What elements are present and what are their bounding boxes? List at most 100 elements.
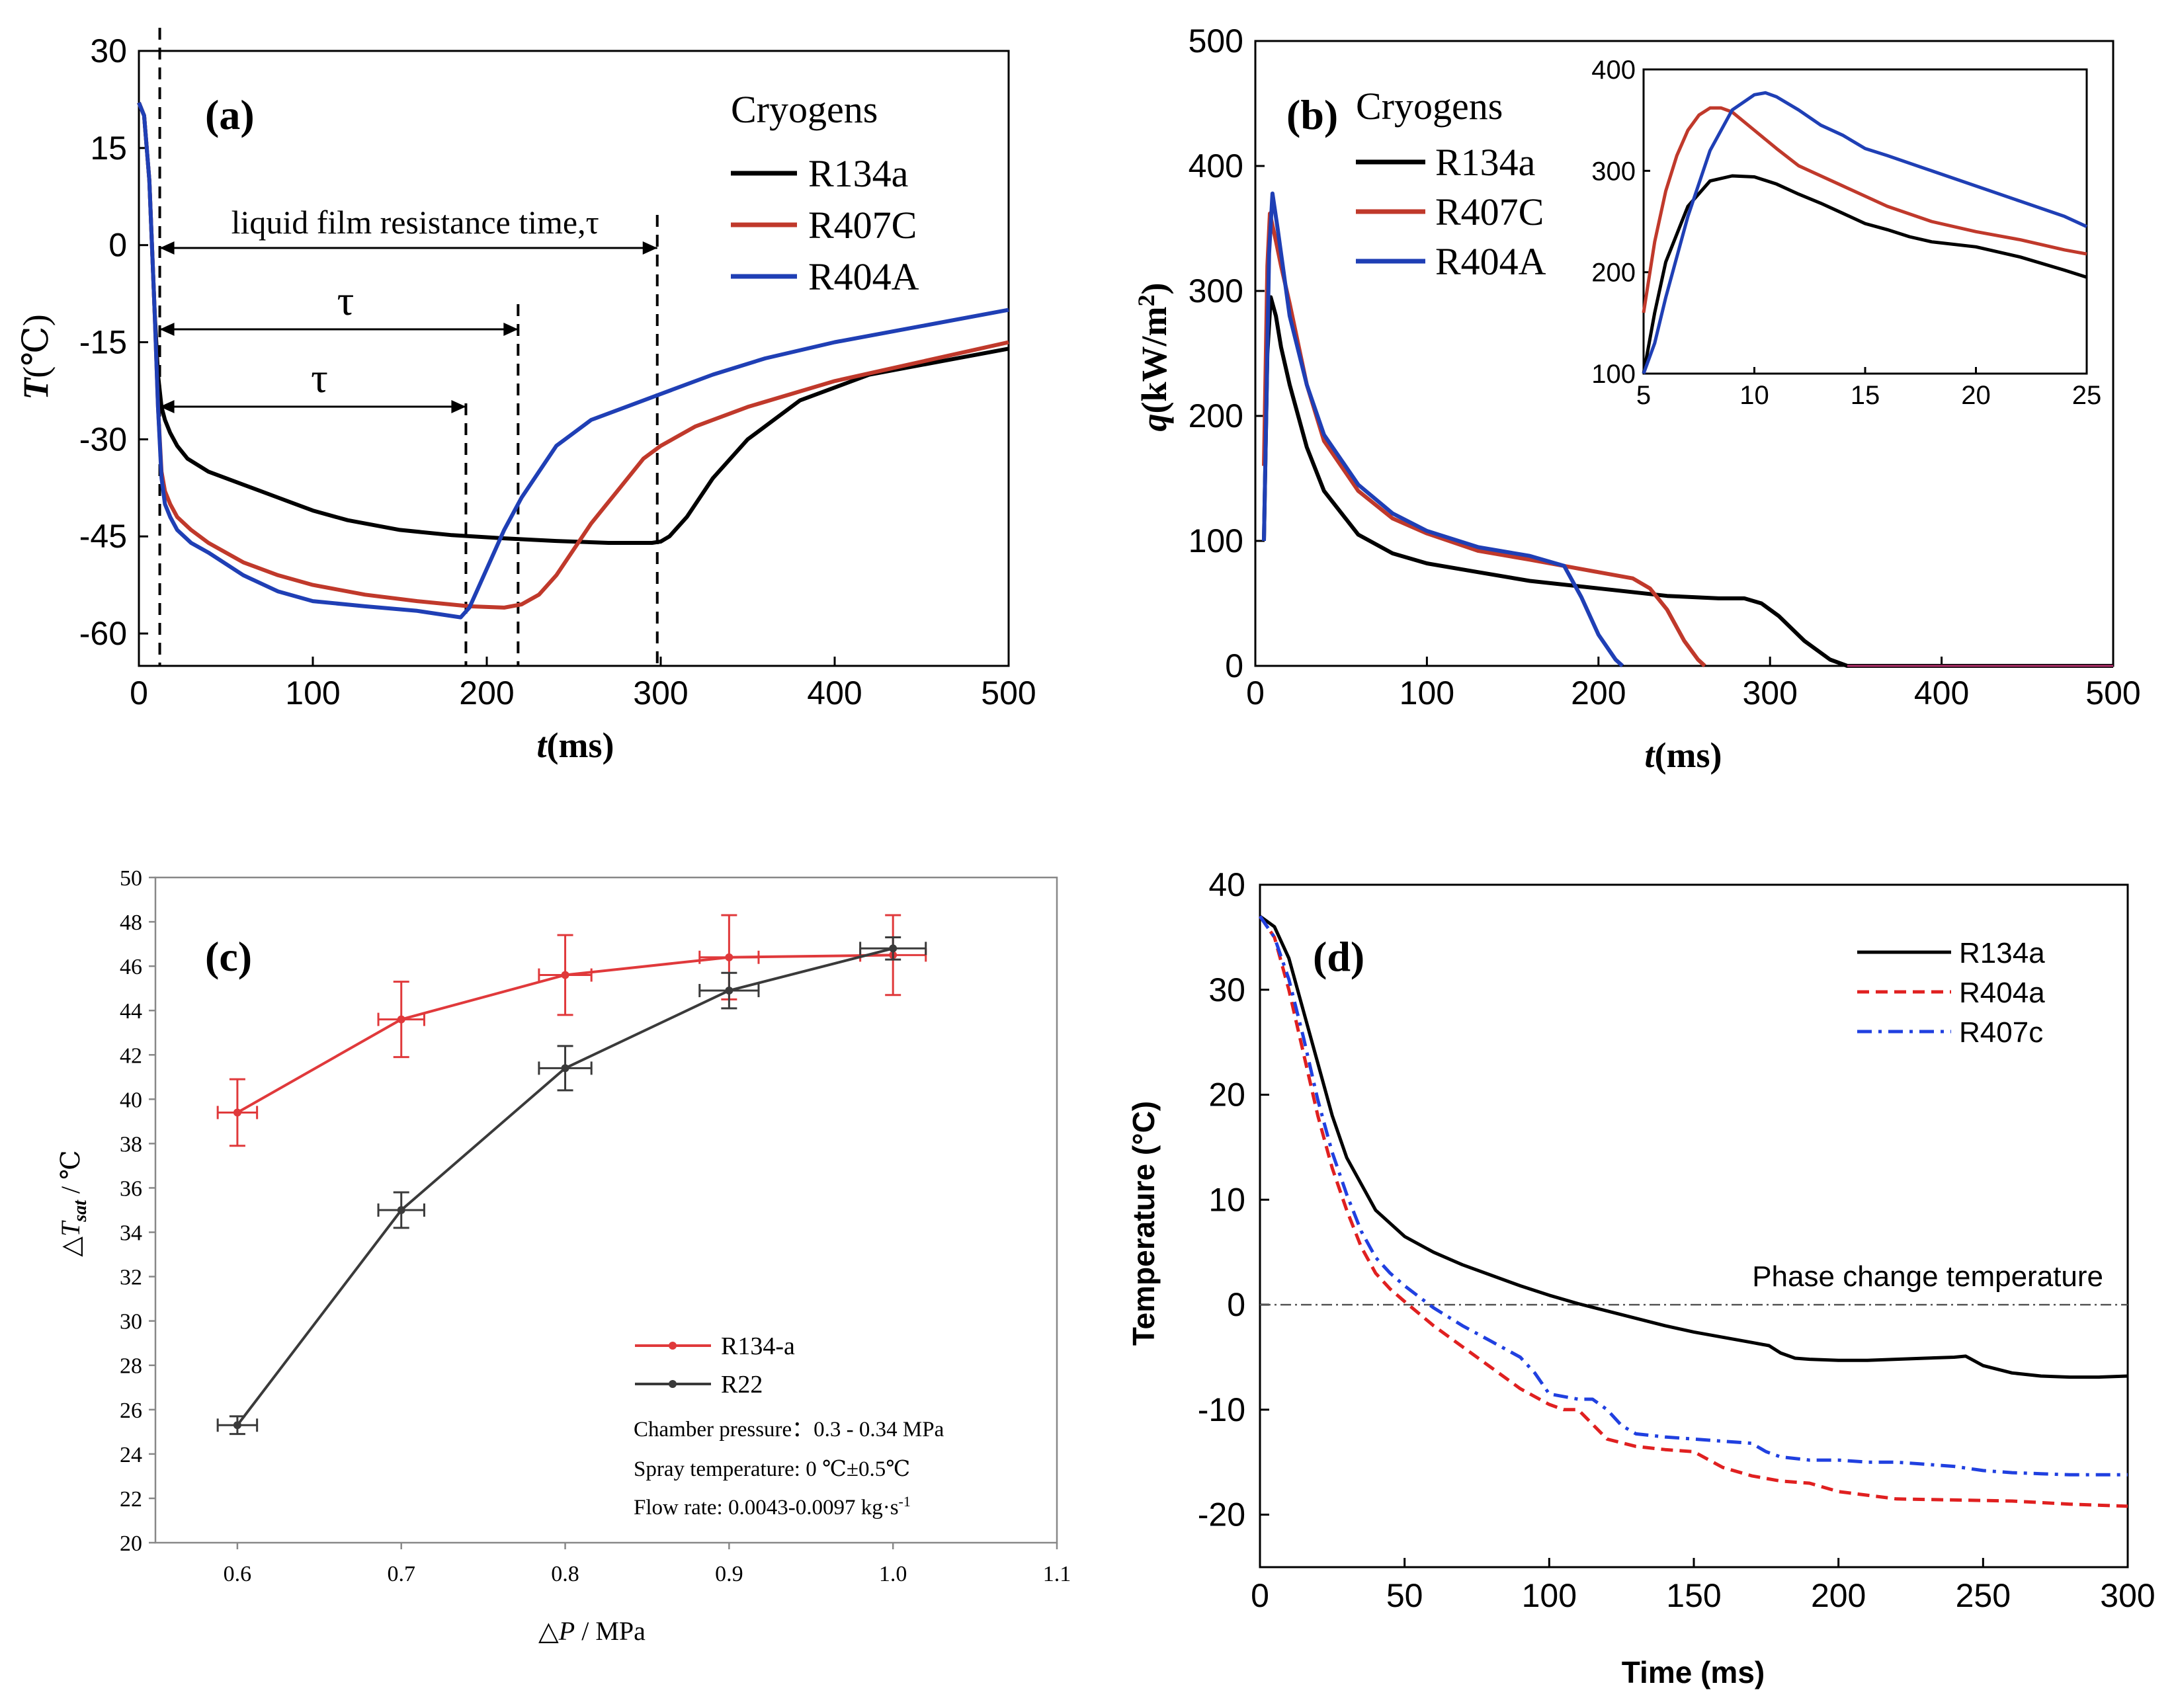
legend-title-b: Cryogens — [1356, 85, 1503, 128]
y-tick-label-c: 40 — [120, 1088, 142, 1112]
panel-label-a: (a) — [205, 91, 255, 138]
y-tick-label-d: 0 — [1227, 1286, 1245, 1323]
legend-marker-r22 — [669, 1380, 677, 1388]
x-tick-label-a: 100 — [285, 674, 340, 712]
x-tick-label-a: 0 — [130, 674, 148, 712]
data-point-r22 — [725, 987, 733, 995]
y-axis-label-d: Temperature (°C) — [1126, 1101, 1161, 1346]
x-tick-label-c: 0.7 — [387, 1562, 415, 1586]
panel-a: 0 100 200 300 400 500 30 15 0 -15 -30 -45 -60 t(ms) T(… — [16, 28, 1036, 765]
y-tick-label-d: 30 — [1208, 971, 1245, 1008]
data-point-r134-a — [397, 1015, 405, 1024]
data-point-r22 — [397, 1206, 405, 1214]
series-line-r404a — [1258, 915, 2128, 1508]
y-tick-label-d: -10 — [1198, 1391, 1245, 1428]
y-tick-label-b: 500 — [1189, 22, 1243, 60]
inset-x-tick-label: 10 — [1739, 381, 1769, 410]
y-tick-label-c: 36 — [120, 1176, 142, 1201]
y-tick-label-b: 300 — [1189, 272, 1243, 309]
x-tick-label-d: 200 — [1811, 1577, 1866, 1614]
panel-label-c: (c) — [205, 933, 252, 980]
legend-label-r407c: R407C — [1435, 190, 1544, 233]
y-tick-label-a: -60 — [79, 615, 127, 652]
y-tick-label-c: 24 — [120, 1443, 142, 1467]
x-tick-label-a: 500 — [981, 674, 1036, 712]
plot-frame-c — [154, 876, 1058, 1544]
inset-x-tick-label: 5 — [1636, 381, 1651, 410]
plot-frame-b — [1254, 40, 2114, 667]
y-tick-label-c: 44 — [120, 999, 142, 1024]
x-tick-label-b: 200 — [1571, 674, 1626, 712]
x-tick-label-a: 400 — [807, 674, 862, 712]
x-tick-label-d: 250 — [1956, 1577, 2011, 1614]
y-axis-label-b: q(kW/m2) — [1133, 283, 1174, 432]
y-tick-label-a: -45 — [79, 518, 127, 555]
y-tick-label-a: 0 — [108, 227, 127, 264]
data-point-r134-a — [725, 953, 733, 961]
data-point-r22 — [889, 944, 898, 953]
inset-x-tick-label: 20 — [1961, 381, 1991, 410]
data-point-r22 — [233, 1421, 241, 1430]
data-point-r134-a — [561, 971, 569, 979]
y-tick-label-c: 34 — [120, 1221, 142, 1246]
y-tick-label-d: 40 — [1208, 866, 1245, 903]
panel-b: 0 100 200 300 400 500 0 100 200 300 400 500 t(ms) q(k… — [1133, 22, 2141, 775]
y-tick-label-b: 0 — [1225, 647, 1243, 684]
y-tick-label-d: -20 — [1198, 1496, 1245, 1533]
x-tick-label-d: 50 — [1386, 1577, 1423, 1614]
x-tick-label-d: 150 — [1666, 1577, 1721, 1614]
data-point-r134-a — [233, 1108, 241, 1117]
y-tick-label-c: 46 — [120, 955, 142, 979]
x-axis-label-d: Time (ms) — [1622, 1655, 1765, 1689]
phase-change-label: Phase change temperature — [1752, 1260, 2103, 1293]
series-line-r134a — [1262, 295, 2113, 668]
inset-y-tick-label: 100 — [1591, 360, 1636, 389]
legend-title-a: Cryogens — [731, 88, 878, 131]
x-tick-label-c: 0.8 — [551, 1562, 579, 1586]
data-point-r22 — [561, 1064, 569, 1073]
series-line-r404a — [1262, 191, 1624, 668]
legend-label-r407c: R407C — [808, 204, 917, 247]
x-axis-label-b: t(ms) — [1645, 735, 1722, 775]
panel-label-b: (b) — [1286, 91, 1338, 138]
x-tick-label-d: 300 — [2100, 1577, 2155, 1614]
y-tick-label-d: 20 — [1208, 1077, 1245, 1114]
y-tick-label-a: 30 — [90, 32, 127, 69]
inset-series-line-r407c — [1642, 106, 2087, 313]
annotation-arrowhead-left — [159, 241, 175, 255]
x-tick-label-b: 300 — [1742, 674, 1797, 712]
annotation-arrowhead-right — [451, 400, 466, 413]
series-line-r407c — [1258, 915, 2128, 1477]
x-tick-label-b: 100 — [1400, 674, 1454, 712]
y-tick-label-b: 400 — [1189, 147, 1243, 184]
x-axis-label-a: t(ms) — [537, 725, 614, 765]
y-tick-label-c: 28 — [120, 1354, 142, 1379]
y-tick-label-c: 42 — [120, 1043, 142, 1068]
legend-label-r404a: R404a — [1959, 977, 2045, 1009]
panel-c: 0.6 0.7 0.8 0.9 1.0 1.1 20 22 24 26 28 30 32 34 36 38 40… — [56, 866, 1071, 1646]
y-tick-label-d: 10 — [1208, 1181, 1245, 1218]
x-tick-label-b: 0 — [1246, 674, 1265, 712]
y-tick-label-a: -30 — [79, 421, 127, 458]
y-tick-label-c: 30 — [120, 1310, 142, 1334]
y-tick-label-b: 100 — [1189, 522, 1243, 559]
inset-y-tick-label: 300 — [1591, 157, 1636, 186]
inset-x-tick-label: 15 — [1851, 381, 1880, 410]
y-tick-label-a: -15 — [79, 324, 127, 361]
annotation-arrowhead-left — [159, 400, 175, 413]
y-tick-label-c: 20 — [120, 1531, 142, 1556]
inset-y-tick-label: 200 — [1591, 259, 1636, 288]
inset-series-line-r404a — [1642, 91, 2088, 374]
annotation-label: τ — [311, 354, 328, 401]
series-line-r134a — [1259, 915, 2128, 1379]
series-line-r407c — [1262, 211, 1706, 668]
series-line-r404a — [137, 102, 1009, 620]
legend-label-r134a: R134a — [1435, 141, 1535, 184]
inset-x-tick-label: 25 — [2072, 381, 2102, 410]
x-tick-label-b: 400 — [1914, 674, 1969, 712]
annotation-arrowhead-left — [159, 323, 175, 336]
y-axis-label-c: △Tsat / ℃ — [56, 1150, 91, 1257]
annotation-label: τ — [337, 277, 355, 324]
plot-frame-a — [138, 50, 1010, 667]
